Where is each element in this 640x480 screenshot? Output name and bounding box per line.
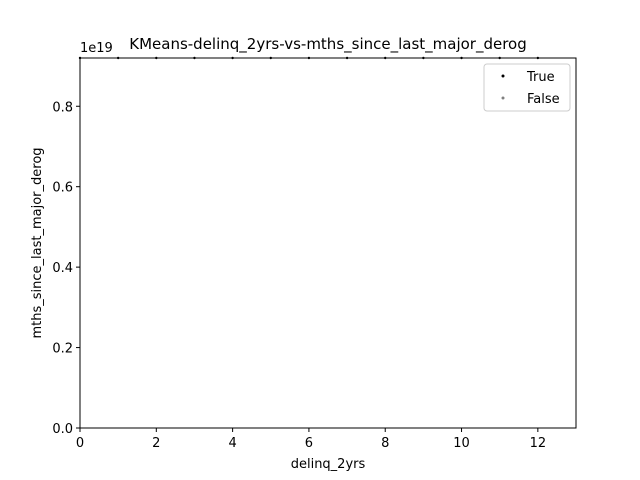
y-offset-label: 1e19 bbox=[80, 41, 113, 56]
x-tick-label: 12 bbox=[530, 436, 547, 451]
plot-area-frame bbox=[79, 57, 577, 429]
x-tick-label: 10 bbox=[453, 436, 470, 451]
x-axis-ticks: 0 2 4 6 8 10 12 bbox=[76, 428, 546, 451]
y-tick-label: 0.8 bbox=[52, 100, 73, 115]
x-tick-label: 6 bbox=[305, 436, 313, 451]
y-axis-ticks: 0.0 0.2 0.4 0.6 0.8 bbox=[52, 100, 80, 437]
legend-label-false: False bbox=[527, 92, 560, 107]
x-tick-label: 8 bbox=[381, 436, 389, 451]
x-tick-label: 2 bbox=[152, 436, 160, 451]
x-tick-label: 4 bbox=[228, 436, 236, 451]
y-tick-label: 0.2 bbox=[52, 342, 73, 357]
chart-title: KMeans-delinq_2yrs-vs-mths_since_last_ma… bbox=[129, 35, 527, 54]
x-axis-label: delinq_2yrs bbox=[291, 457, 366, 472]
legend-box bbox=[483, 63, 571, 112]
y-axis-label: mths_since_last_major_derog bbox=[30, 147, 45, 338]
legend-label-true: True bbox=[526, 70, 555, 85]
y-tick-label: 0.6 bbox=[52, 181, 73, 196]
legend-marker-true bbox=[501, 74, 505, 78]
plot-marks bbox=[78, 56, 540, 60]
y-tick-label: 0.4 bbox=[52, 261, 73, 276]
x-tick-label: 0 bbox=[76, 436, 84, 451]
y-tick-label: 0.0 bbox=[52, 422, 73, 437]
legend-marker-false bbox=[501, 96, 505, 100]
legend: True False bbox=[483, 63, 571, 112]
